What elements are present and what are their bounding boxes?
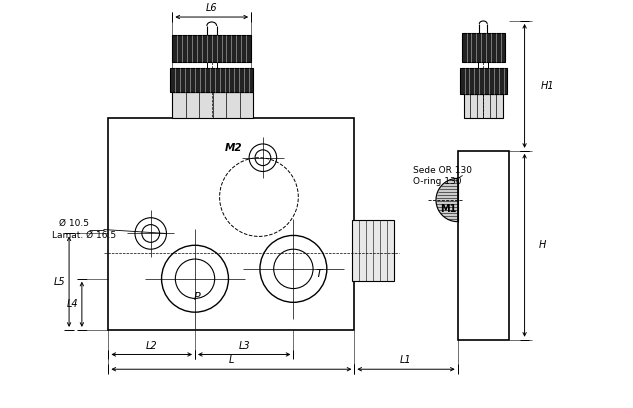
Bar bbox=[108, 118, 354, 330]
Bar bbox=[172, 92, 253, 118]
Bar bbox=[172, 35, 251, 62]
Text: O-ring 130: O-ring 130 bbox=[413, 177, 462, 186]
Text: P: P bbox=[194, 293, 201, 302]
Text: L5: L5 bbox=[54, 277, 65, 287]
Text: L: L bbox=[229, 355, 234, 365]
Bar bbox=[460, 68, 507, 94]
Text: L4: L4 bbox=[66, 299, 78, 309]
Bar bbox=[463, 94, 503, 118]
Text: H: H bbox=[538, 240, 546, 250]
Bar bbox=[170, 68, 253, 92]
Text: L2: L2 bbox=[146, 341, 158, 350]
Text: M1: M1 bbox=[440, 204, 456, 214]
Text: Lamat. Ø 16.5: Lamat. Ø 16.5 bbox=[53, 231, 116, 240]
Text: M2: M2 bbox=[225, 143, 242, 153]
Text: Sede OR 130: Sede OR 130 bbox=[413, 166, 472, 175]
Bar bbox=[458, 151, 509, 340]
Text: L3: L3 bbox=[239, 341, 250, 350]
Text: T: T bbox=[316, 269, 322, 279]
Bar bbox=[461, 33, 505, 62]
Bar bbox=[353, 220, 394, 281]
Polygon shape bbox=[436, 178, 458, 222]
Text: L1: L1 bbox=[400, 355, 412, 365]
Text: H1: H1 bbox=[541, 81, 554, 91]
Text: Ø 10.5: Ø 10.5 bbox=[60, 219, 89, 228]
Text: L6: L6 bbox=[206, 3, 218, 13]
